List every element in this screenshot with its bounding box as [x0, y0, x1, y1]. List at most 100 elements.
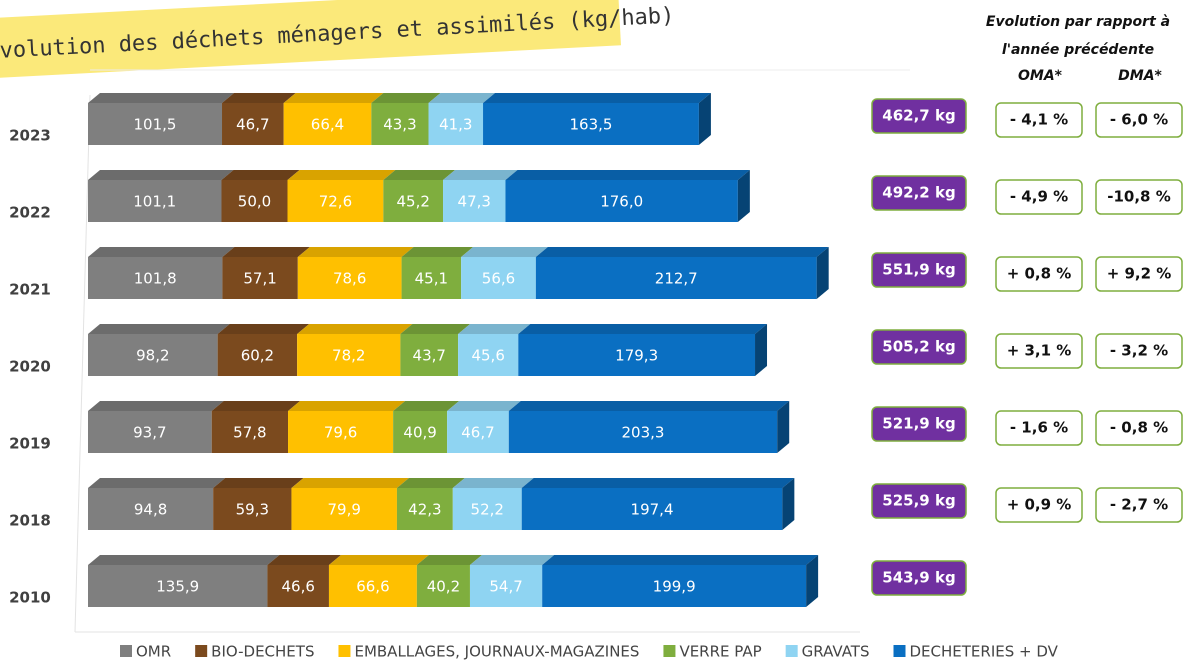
- legend-swatch: [195, 645, 208, 657]
- bar-top: [401, 247, 474, 257]
- total-label: 525,9 kg: [882, 492, 955, 510]
- title-note: Evolution des déchets ménagers et assimi…: [0, 0, 675, 79]
- column-header: OMA*: [1018, 68, 1063, 84]
- value-label: 52,2: [471, 501, 504, 519]
- evolution-box: [995, 179, 1083, 215]
- bar-top: [535, 247, 829, 257]
- bar-top: [416, 555, 482, 565]
- bar-segment: [88, 488, 214, 530]
- bar-top: [211, 401, 301, 411]
- evolution-box: [995, 487, 1083, 523]
- evolution-label: - 3,2 %: [1110, 342, 1168, 360]
- total-box: [871, 406, 967, 442]
- bar-top: [461, 247, 548, 257]
- bar-top: [221, 170, 300, 180]
- evolution-label: - 4,1 %: [1010, 111, 1068, 129]
- column-header: DMA*: [1118, 68, 1162, 84]
- bar-top: [297, 324, 413, 334]
- value-label: 45,6: [471, 347, 504, 365]
- bar-top: [283, 93, 384, 103]
- bar-top: [521, 478, 795, 488]
- value-label: 42,3: [408, 501, 441, 519]
- value-label: 50,0: [238, 193, 271, 211]
- bar-top: [222, 93, 296, 103]
- evolution-label: + 3,1 %: [1007, 342, 1072, 360]
- bar-segment: [211, 411, 289, 453]
- evolution-box: [1095, 487, 1183, 523]
- evolution-label: - 6,0 %: [1110, 111, 1168, 129]
- bar-top: [458, 324, 531, 334]
- value-label: 179,3: [615, 347, 658, 365]
- value-label: 40,9: [403, 424, 436, 442]
- value-label: 72,6: [319, 193, 352, 211]
- value-label: 46,7: [236, 116, 269, 134]
- evolution-box: [1095, 179, 1183, 215]
- bar-segment: [396, 488, 453, 530]
- bar-top: [288, 401, 406, 411]
- bar-top: [396, 478, 465, 488]
- bar-top: [447, 401, 521, 411]
- y-tick-label: 2019: [9, 435, 51, 453]
- value-label: 43,3: [383, 116, 416, 134]
- value-label: 79,6: [324, 424, 357, 442]
- bar-top: [88, 324, 230, 334]
- bar-segment: [297, 257, 402, 299]
- bar-top: [217, 324, 310, 334]
- value-label: 199,9: [653, 578, 696, 596]
- bar-top: [542, 555, 819, 565]
- bar-segment: [217, 334, 298, 376]
- bar-top: [505, 170, 750, 180]
- total-label: 462,7 kg: [882, 107, 955, 125]
- bar-segment: [267, 565, 329, 607]
- bar-top: [222, 247, 310, 257]
- evolution-label: -10,8 %: [1107, 188, 1171, 206]
- bar-side: [816, 247, 829, 299]
- bar-segment: [416, 565, 470, 607]
- value-label: 78,2: [332, 347, 365, 365]
- bar-segment: [291, 488, 397, 530]
- bar-top: [483, 93, 711, 103]
- bar-segment: [371, 103, 429, 145]
- value-label: 101,1: [133, 193, 176, 211]
- y-tick-label: 2020: [9, 358, 51, 376]
- evolution-label: + 9,2 %: [1107, 265, 1172, 283]
- bar-top: [443, 170, 518, 180]
- bar-top: [328, 555, 429, 565]
- bar-segment: [88, 257, 223, 299]
- total-box: [871, 560, 967, 596]
- bar-top: [88, 478, 226, 488]
- bar-top: [383, 170, 456, 180]
- evolution-label: - 2,7 %: [1110, 496, 1168, 514]
- bar-top: [88, 170, 234, 180]
- bar-top: [400, 324, 471, 334]
- evolution-box: [1095, 333, 1183, 369]
- bar-side: [698, 93, 711, 145]
- evolution-box: [1095, 256, 1183, 292]
- y-tick-label: 2018: [9, 512, 51, 530]
- bar-segment: [535, 257, 817, 299]
- value-label: 176,0: [600, 193, 643, 211]
- value-label: 212,7: [655, 270, 698, 288]
- evolution-heading: l'année précédente: [1002, 42, 1154, 58]
- bar-top: [371, 93, 441, 103]
- evolution-box: [1095, 102, 1183, 138]
- value-label: 78,6: [333, 270, 366, 288]
- value-label: 66,6: [356, 578, 389, 596]
- total-label: 492,2 kg: [882, 184, 955, 202]
- legend-label: OMR: [136, 643, 171, 661]
- evolution-box: [995, 410, 1083, 446]
- bar-segment: [447, 411, 509, 453]
- bar-side: [782, 478, 795, 530]
- legend-swatch: [893, 645, 906, 657]
- evolution-box: [1095, 410, 1183, 446]
- bar-segment: [297, 334, 401, 376]
- legend-label: GRAVATS: [802, 643, 870, 661]
- evolution-label: + 0,8 %: [1007, 265, 1072, 283]
- bar-top: [452, 478, 534, 488]
- bar-top: [469, 555, 555, 565]
- bar-segment: [222, 257, 298, 299]
- evolution-box: [995, 102, 1083, 138]
- bar-segment: [88, 565, 268, 607]
- legend-label: BIO-DECHETS: [211, 643, 314, 661]
- bar-top: [213, 478, 304, 488]
